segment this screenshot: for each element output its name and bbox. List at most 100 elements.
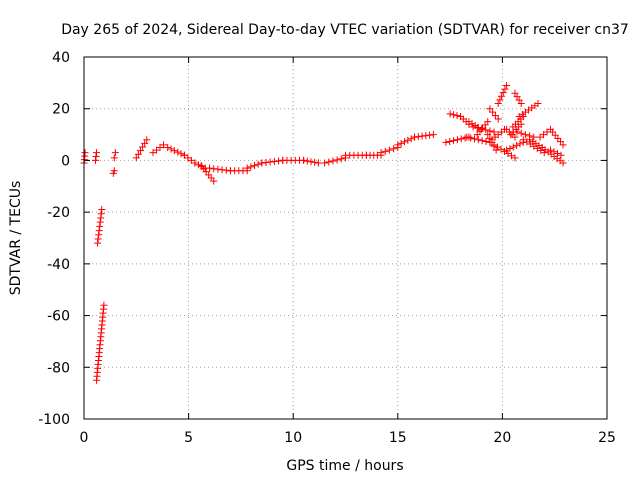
data-point: [494, 115, 502, 123]
data-point: [254, 160, 262, 168]
data-point: [300, 156, 308, 164]
data-point: [98, 206, 106, 214]
data-point: [95, 231, 103, 239]
data-point: [132, 154, 140, 162]
data-point: [442, 138, 450, 146]
data-point: [377, 149, 385, 157]
y-tick-label: -20: [47, 205, 70, 221]
data-point: [337, 155, 345, 163]
data-segment: [490, 141, 519, 162]
data-segment: [473, 118, 492, 139]
data-point: [333, 156, 341, 164]
data-point: [450, 111, 458, 119]
data-point: [275, 157, 283, 165]
data-point: [400, 138, 408, 146]
data-point: [96, 218, 104, 226]
data-point: [159, 141, 167, 149]
data-point: [557, 151, 565, 159]
data-point: [100, 301, 108, 309]
data-point: [559, 141, 567, 149]
data-point: [167, 145, 175, 153]
data-point: [496, 96, 504, 104]
data-point: [94, 239, 102, 247]
y-tick-labels: -100 -80 -60 -40 -20 0 20 40: [38, 50, 70, 428]
data-point: [270, 157, 278, 165]
data-point: [503, 146, 511, 154]
data-point: [92, 156, 100, 164]
x-tick-labels: 0 5 10 15 20 25: [80, 430, 616, 446]
data-point: [494, 100, 502, 108]
data-point: [457, 135, 465, 143]
data-point: [397, 139, 405, 147]
data-segment: [519, 136, 548, 157]
data-point: [492, 146, 500, 154]
data-point: [511, 154, 519, 162]
x-tick-label: 25: [598, 430, 616, 446]
data-point: [513, 128, 521, 136]
y-tick-label: 0: [61, 153, 70, 169]
data-point: [411, 133, 419, 141]
x-tick-label: 5: [184, 430, 193, 446]
y-tick-label: 40: [52, 50, 70, 66]
data-points: [80, 81, 567, 384]
data-point: [530, 133, 538, 141]
x-tick-label: 15: [389, 430, 407, 446]
data-point: [463, 133, 471, 141]
data-point: [484, 131, 492, 139]
data-point: [516, 140, 524, 148]
data-point: [404, 136, 412, 144]
data-point: [210, 177, 218, 185]
data-point: [96, 222, 104, 230]
y-tick-label: -60: [47, 309, 70, 325]
data-point: [311, 158, 319, 166]
data-point: [407, 135, 415, 143]
data-segment: [511, 89, 525, 108]
data-point: [258, 159, 266, 167]
data-point: [471, 135, 479, 143]
data-segment: [93, 301, 108, 384]
x-tick-label: 20: [493, 430, 511, 446]
data-point: [540, 149, 548, 157]
data-point: [559, 159, 567, 167]
data-point: [547, 146, 555, 154]
data-point: [499, 89, 507, 97]
data-point: [414, 133, 422, 141]
data-segment: [411, 131, 437, 141]
y-tick-label: -80: [47, 360, 70, 376]
data-segment: [484, 131, 500, 154]
data-point: [143, 136, 151, 144]
x-tick-label: 0: [80, 430, 89, 446]
data-point: [329, 157, 337, 165]
data-segment: [110, 149, 119, 162]
data-point: [467, 134, 475, 142]
data-point: [484, 118, 492, 126]
data-point: [550, 148, 558, 156]
data-point: [501, 85, 509, 93]
data-point: [110, 154, 118, 162]
data-point: [174, 148, 182, 156]
data-segment: [526, 136, 546, 151]
data-point: [469, 123, 477, 131]
data-point: [478, 137, 486, 145]
data-point: [94, 235, 102, 243]
data-point: [303, 157, 311, 165]
data-point: [429, 131, 437, 139]
data-segment: [486, 105, 502, 123]
data-point: [506, 145, 514, 153]
axis-ticks: [83, 56, 608, 420]
data-point: [390, 145, 398, 153]
data-point: [210, 165, 218, 173]
data-point: [164, 144, 172, 151]
data-point: [321, 159, 329, 167]
data-point: [93, 149, 101, 157]
data-point: [422, 132, 430, 140]
data-point: [170, 147, 178, 155]
data-segment: [92, 149, 101, 164]
data-point: [513, 141, 521, 149]
data-point: [503, 81, 511, 89]
data-point: [446, 137, 454, 145]
data-point: [534, 100, 542, 108]
data-point: [314, 159, 322, 167]
data-point: [95, 227, 103, 235]
